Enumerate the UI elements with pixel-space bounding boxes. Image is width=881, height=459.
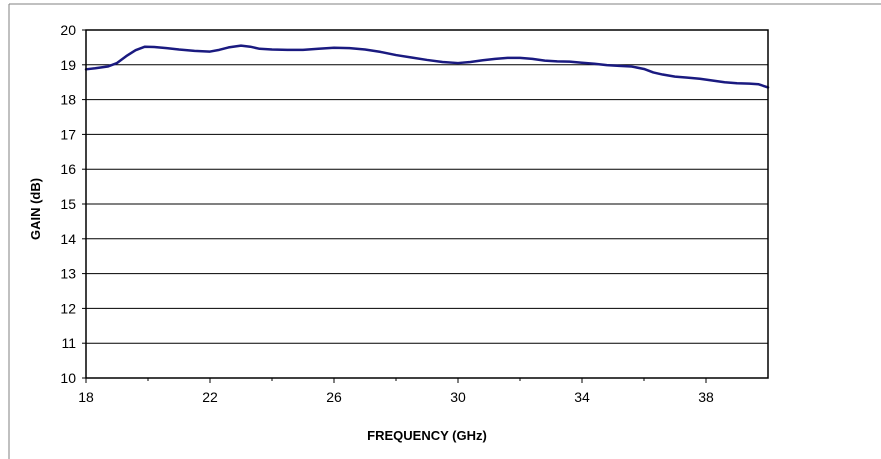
axis-ticks [82,29,707,383]
y-axis-title: GAIN (dB) [28,178,43,240]
x-tick-label: 30 [450,389,466,405]
x-tick-label: 34 [574,389,590,405]
x-tick-label: 22 [202,389,218,405]
y-tick-label: 20 [60,22,76,38]
y-tick-label: 17 [60,126,76,142]
y-tick-label: 11 [61,335,76,351]
y-tick-label: 14 [60,231,76,247]
y-tick-label: 13 [60,266,76,282]
x-tick-label: 26 [326,389,342,405]
y-tick-label: 18 [60,92,76,108]
y-tick-label: 12 [60,300,76,316]
x-tick-labels: 18 22 26 30 34 38 [78,389,714,405]
gridlines [86,64,768,344]
y-tick-label: 16 [60,161,76,177]
y-tick-labels: 10 11 12 13 14 15 16 17 18 19 20 [60,22,76,386]
y-tick-label: 10 [60,370,76,386]
x-tick-label: 18 [78,389,94,405]
plot-area-frame [85,29,769,379]
x-tick-label: 38 [698,389,714,405]
series-layer [84,44,770,89]
y-tick-label: 19 [60,57,76,73]
gain-series-line [84,44,770,89]
x-axis-title: FREQUENCY (GHz) [367,428,487,443]
y-tick-label: 15 [60,196,76,212]
